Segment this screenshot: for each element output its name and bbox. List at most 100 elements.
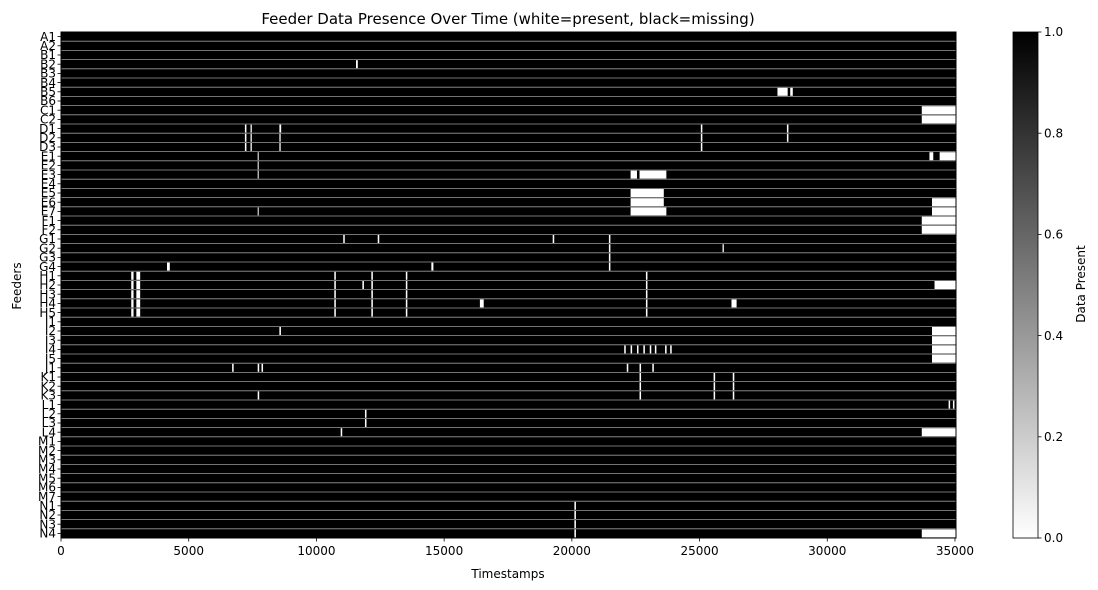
missing-segment-D1 (786, 124, 789, 133)
missing-segment-E1 (929, 152, 934, 161)
missing-segment-E7 (630, 207, 667, 216)
missing-segment-G4 (167, 262, 170, 271)
y-tick-label-M7: M7 (38, 490, 56, 504)
y-tick-label-C1: C1 (40, 103, 56, 117)
colorbar: 0.0 0.2 0.4 0.6 0.8 1.0 (1012, 25, 1063, 545)
missing-segment-D1 (250, 124, 252, 133)
heatmap-background (61, 32, 956, 538)
y-tick-label-N4: N4 (39, 527, 56, 541)
missing-segment-G4 (608, 262, 611, 271)
y-tick-label-K3: K3 (40, 389, 56, 403)
y-tick-label-I1: I1 (45, 315, 56, 329)
missing-segment-D2 (244, 133, 247, 142)
missing-segment-H4 (479, 299, 484, 308)
missing-segment-G1 (608, 235, 611, 243)
missing-segment-D3 (244, 143, 247, 151)
missing-segment-L4 (340, 428, 343, 437)
missing-segment-J1 (257, 363, 260, 372)
y-tick-label-L4: L4 (42, 425, 56, 439)
y-tick-label-H3: H3 (39, 287, 56, 301)
missing-segment-K3 (713, 391, 716, 400)
x-tick-label: 0 (57, 544, 65, 558)
missing-segment-I4 (630, 345, 633, 354)
missing-segment-J1 (261, 363, 264, 372)
y-tick-label-F2: F2 (41, 223, 56, 237)
missing-segment-H1 (334, 271, 336, 280)
missing-segment-E3 (630, 170, 637, 179)
missing-segment-D3 (250, 143, 252, 151)
missing-segment-G1 (377, 235, 380, 243)
missing-segment-H4 (405, 299, 408, 308)
y-tick-label-A1: A1 (40, 30, 56, 44)
missing-segment-F1 (921, 216, 956, 225)
missing-segment-H2 (405, 281, 408, 289)
y-tick-label-L2: L2 (42, 407, 56, 421)
missing-segment-N1 (574, 501, 576, 510)
missing-segment-L3 (364, 419, 367, 427)
missing-segment-H4 (371, 299, 373, 308)
missing-segment-I2 (279, 327, 281, 335)
y-tick-label-L3: L3 (42, 416, 56, 430)
missing-segment-K1 (639, 373, 642, 381)
missing-segment-D2 (279, 133, 281, 142)
y-tick-label-E3: E3 (41, 168, 56, 182)
missing-segment-I4 (636, 345, 639, 354)
y-tick-label-B3: B3 (40, 67, 56, 81)
missing-segment-K1 (732, 373, 735, 381)
missing-segment-E1 (939, 152, 956, 161)
y-axis: A1A2B1B2B3B4B5B6C1C2D1D2D3E1E2E3E4E5E6E7… (38, 30, 61, 541)
y-tick-label-C2: C2 (40, 113, 56, 127)
missing-segment-L1 (948, 400, 951, 409)
x-tick-label: 10000 (297, 544, 335, 558)
y-tick-label-E6: E6 (41, 195, 56, 209)
missing-segment-J1 (626, 363, 629, 372)
colorbar-tick-label: 0.4 (1044, 329, 1063, 343)
y-tick-label-H4: H4 (39, 297, 56, 311)
x-axis: 0 5000 10000 15000 20000 25000 30000 35000 (57, 538, 974, 558)
y-tick-label-A2: A2 (40, 39, 56, 53)
y-tick-label-B1: B1 (40, 48, 56, 62)
missing-segment-K2 (713, 382, 716, 391)
missing-segment-H1 (405, 271, 408, 280)
missing-segment-E3 (257, 170, 259, 179)
missing-segment-E3 (639, 170, 667, 179)
y-tick-label-K1: K1 (40, 370, 56, 384)
missing-segment-D2 (786, 133, 789, 142)
y-tick-label-M4: M4 (38, 462, 56, 476)
y-tick-label-G3: G3 (39, 251, 56, 265)
y-tick-label-I3: I3 (45, 333, 56, 347)
x-tick-label: 15000 (425, 544, 463, 558)
colorbar-label: Data Present (1074, 245, 1088, 323)
missing-segment-H4 (131, 299, 134, 308)
y-tick-label-N2: N2 (39, 508, 56, 522)
missing-segment-C2 (921, 115, 956, 124)
missing-segment-H4 (136, 299, 141, 308)
missing-segment-E7 (257, 207, 259, 216)
missing-segment-B5 (777, 87, 788, 96)
missing-segment-I4 (670, 345, 672, 354)
y-tick-label-B6: B6 (40, 94, 56, 108)
missing-segment-N4 (574, 529, 576, 538)
y-tick-label-H5: H5 (39, 306, 56, 320)
colorbar-tick-label: 0.8 (1044, 126, 1063, 140)
missing-segment-D1 (244, 124, 247, 133)
missing-segment-D2 (700, 133, 703, 142)
missing-segment-H3 (131, 290, 134, 299)
missing-segment-L2 (364, 409, 367, 418)
missing-segment-L1 (952, 400, 955, 409)
y-tick-label-I5: I5 (45, 352, 56, 366)
missing-segment-F2 (921, 225, 956, 234)
missing-segment-H2 (371, 281, 373, 289)
missing-segment-H5 (405, 308, 408, 317)
missing-segment-H5 (645, 308, 648, 317)
y-tick-label-M3: M3 (38, 453, 56, 467)
y-tick-label-E7: E7 (41, 205, 56, 219)
missing-segment-I4 (649, 345, 652, 354)
missing-segment-B2 (356, 60, 358, 69)
missing-segment-H3 (405, 290, 408, 299)
missing-segment-K2 (732, 382, 735, 391)
plot-area (60, 31, 957, 539)
colorbar-tick-label: 0.6 (1044, 228, 1063, 242)
missing-segment-I4 (654, 345, 657, 354)
